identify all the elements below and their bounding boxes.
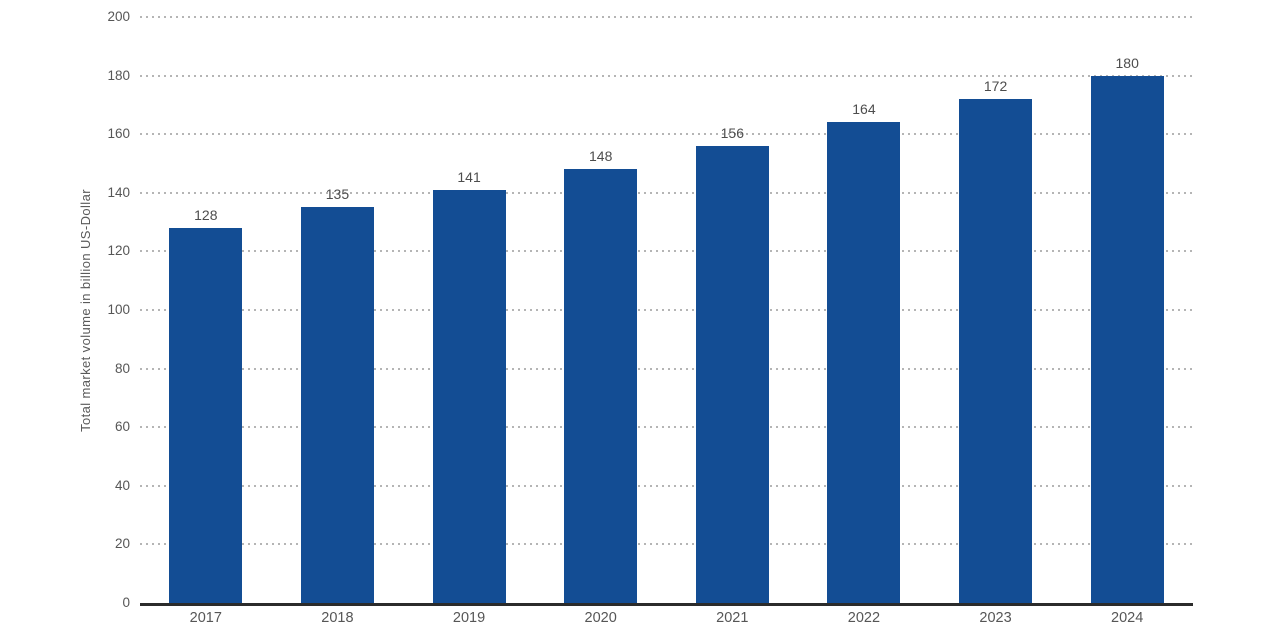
y-tick-60: 60: [114, 419, 130, 435]
y-tick-120: 120: [107, 243, 130, 259]
gridline-180: [140, 74, 1193, 77]
gridline-160: [140, 133, 1193, 136]
y-tick-180: 180: [107, 67, 130, 83]
value-label-2019: 141: [457, 168, 481, 185]
value-label-2020: 148: [589, 148, 613, 165]
value-label-2024: 180: [1115, 54, 1139, 71]
x-tick-labels: 2017 2018 2019 2020 2021 2022 2023 2024: [140, 608, 1193, 630]
bar-2023: [959, 99, 1033, 603]
bar-2024: [1090, 75, 1164, 603]
y-tick-labels: 0 20 40 60 80 100 120 140 160 180 200: [0, 9, 130, 610]
y-tick-200: 200: [107, 9, 130, 24]
gridline-20: [140, 543, 1193, 546]
y-tick-40: 40: [114, 477, 130, 493]
bar-2021: [695, 145, 769, 603]
x-tick-2021: 2021: [716, 610, 749, 626]
gridline-60: [140, 426, 1193, 429]
value-label-2017: 128: [194, 206, 218, 223]
bar-2018: [300, 207, 374, 603]
value-label-2022: 164: [852, 101, 876, 118]
y-tick-0: 0: [122, 595, 130, 610]
gridline-200: [140, 16, 1193, 18]
gridline-40: [140, 484, 1193, 487]
bar-2017: [169, 227, 243, 603]
gridline-80: [140, 367, 1193, 370]
gridline-120: [140, 250, 1193, 253]
y-tick-20: 20: [114, 536, 130, 552]
value-label-2021: 156: [720, 124, 744, 141]
x-tick-2020: 2020: [584, 610, 617, 626]
gridline-100: [140, 309, 1193, 311]
y-tick-160: 160: [107, 126, 130, 142]
bar-2019: [432, 189, 506, 603]
value-label-2018: 135: [325, 186, 350, 203]
x-tick-2024: 2024: [1111, 610, 1144, 626]
x-tick-2023: 2023: [979, 610, 1012, 626]
value-label-2023: 172: [983, 78, 1008, 95]
gridline-140: [140, 191, 1193, 194]
x-tick-2018: 2018: [321, 610, 354, 626]
y-tick-100: 100: [107, 302, 130, 317]
x-tick-2022: 2022: [847, 610, 881, 626]
bar-2020: [564, 169, 638, 603]
bar-2022: [827, 122, 901, 603]
y-tick-140: 140: [107, 184, 130, 200]
x-tick-2019: 2019: [452, 610, 486, 626]
plot-area: 128 135 141 148 156 164 172 180: [140, 16, 1193, 606]
y-tick-80: 80: [114, 360, 130, 376]
x-tick-2017: 2017: [189, 610, 222, 626]
